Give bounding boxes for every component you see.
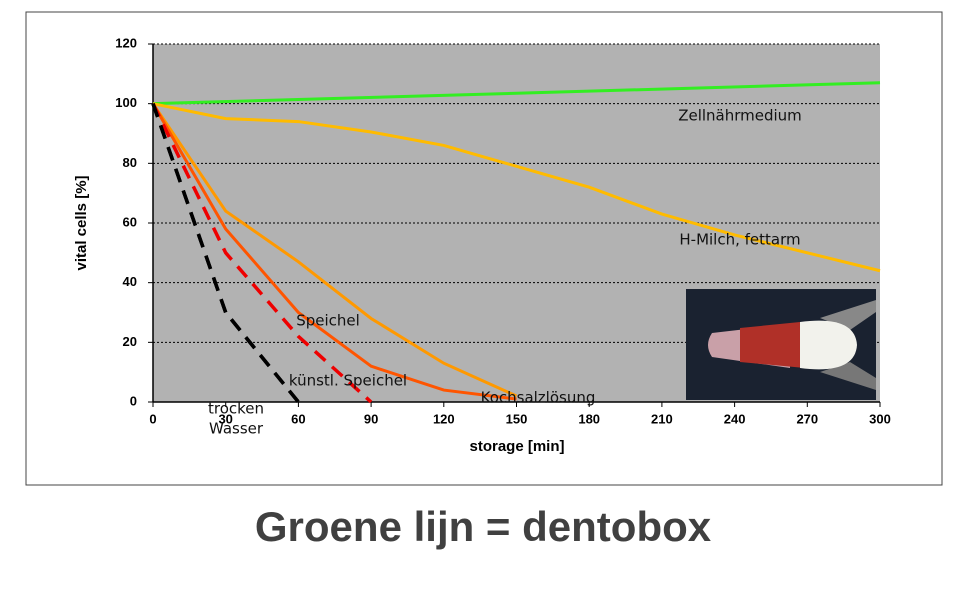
x-tick-label: 60: [291, 411, 305, 426]
tooth-photo: [686, 289, 876, 400]
series-line: [151, 103, 300, 404]
x-tick-label: 30: [218, 411, 232, 426]
y-tick-label: 0: [130, 393, 137, 408]
series-label: Kochsalzlösung: [481, 389, 596, 407]
series-label: Speichel: [296, 312, 360, 330]
x-tick-label: 300: [869, 411, 891, 426]
series-label: Zellnährmedium: [678, 107, 802, 125]
x-tick-label: 120: [433, 411, 455, 426]
series-line: [152, 81, 881, 106]
y-tick-label: 20: [123, 334, 137, 349]
x-tick-label: 270: [796, 411, 818, 426]
y-tick-label: 100: [115, 95, 137, 110]
lines: [151, 81, 881, 404]
x-tick-label: 180: [578, 411, 600, 426]
series-line: [151, 102, 373, 404]
series-line: [151, 102, 517, 401]
series-line: [151, 102, 518, 398]
y-tick-label: 80: [123, 155, 137, 170]
x-axis-label: storage [min]: [469, 438, 564, 455]
y-axis-label: vital cells [%]: [73, 175, 90, 270]
x-tick-label: 240: [724, 411, 746, 426]
x-tick-label: 210: [651, 411, 673, 426]
y-tick-label: 60: [123, 214, 137, 229]
x-tick-label: 150: [506, 411, 528, 426]
y-tick-label: 40: [123, 274, 137, 289]
series-label: künstl. Speichel: [289, 372, 407, 390]
series-label: H-Milch, fettarm: [679, 231, 800, 249]
footer: Groene lijn = dentobox: [255, 503, 712, 550]
x-tick-label: 0: [149, 411, 156, 426]
series-line: [152, 102, 881, 273]
series-label: trocken: [208, 400, 264, 418]
series-label: Wasser: [209, 420, 264, 438]
x-tick-label: 90: [364, 411, 378, 426]
y-tick-label: 120: [115, 35, 137, 50]
